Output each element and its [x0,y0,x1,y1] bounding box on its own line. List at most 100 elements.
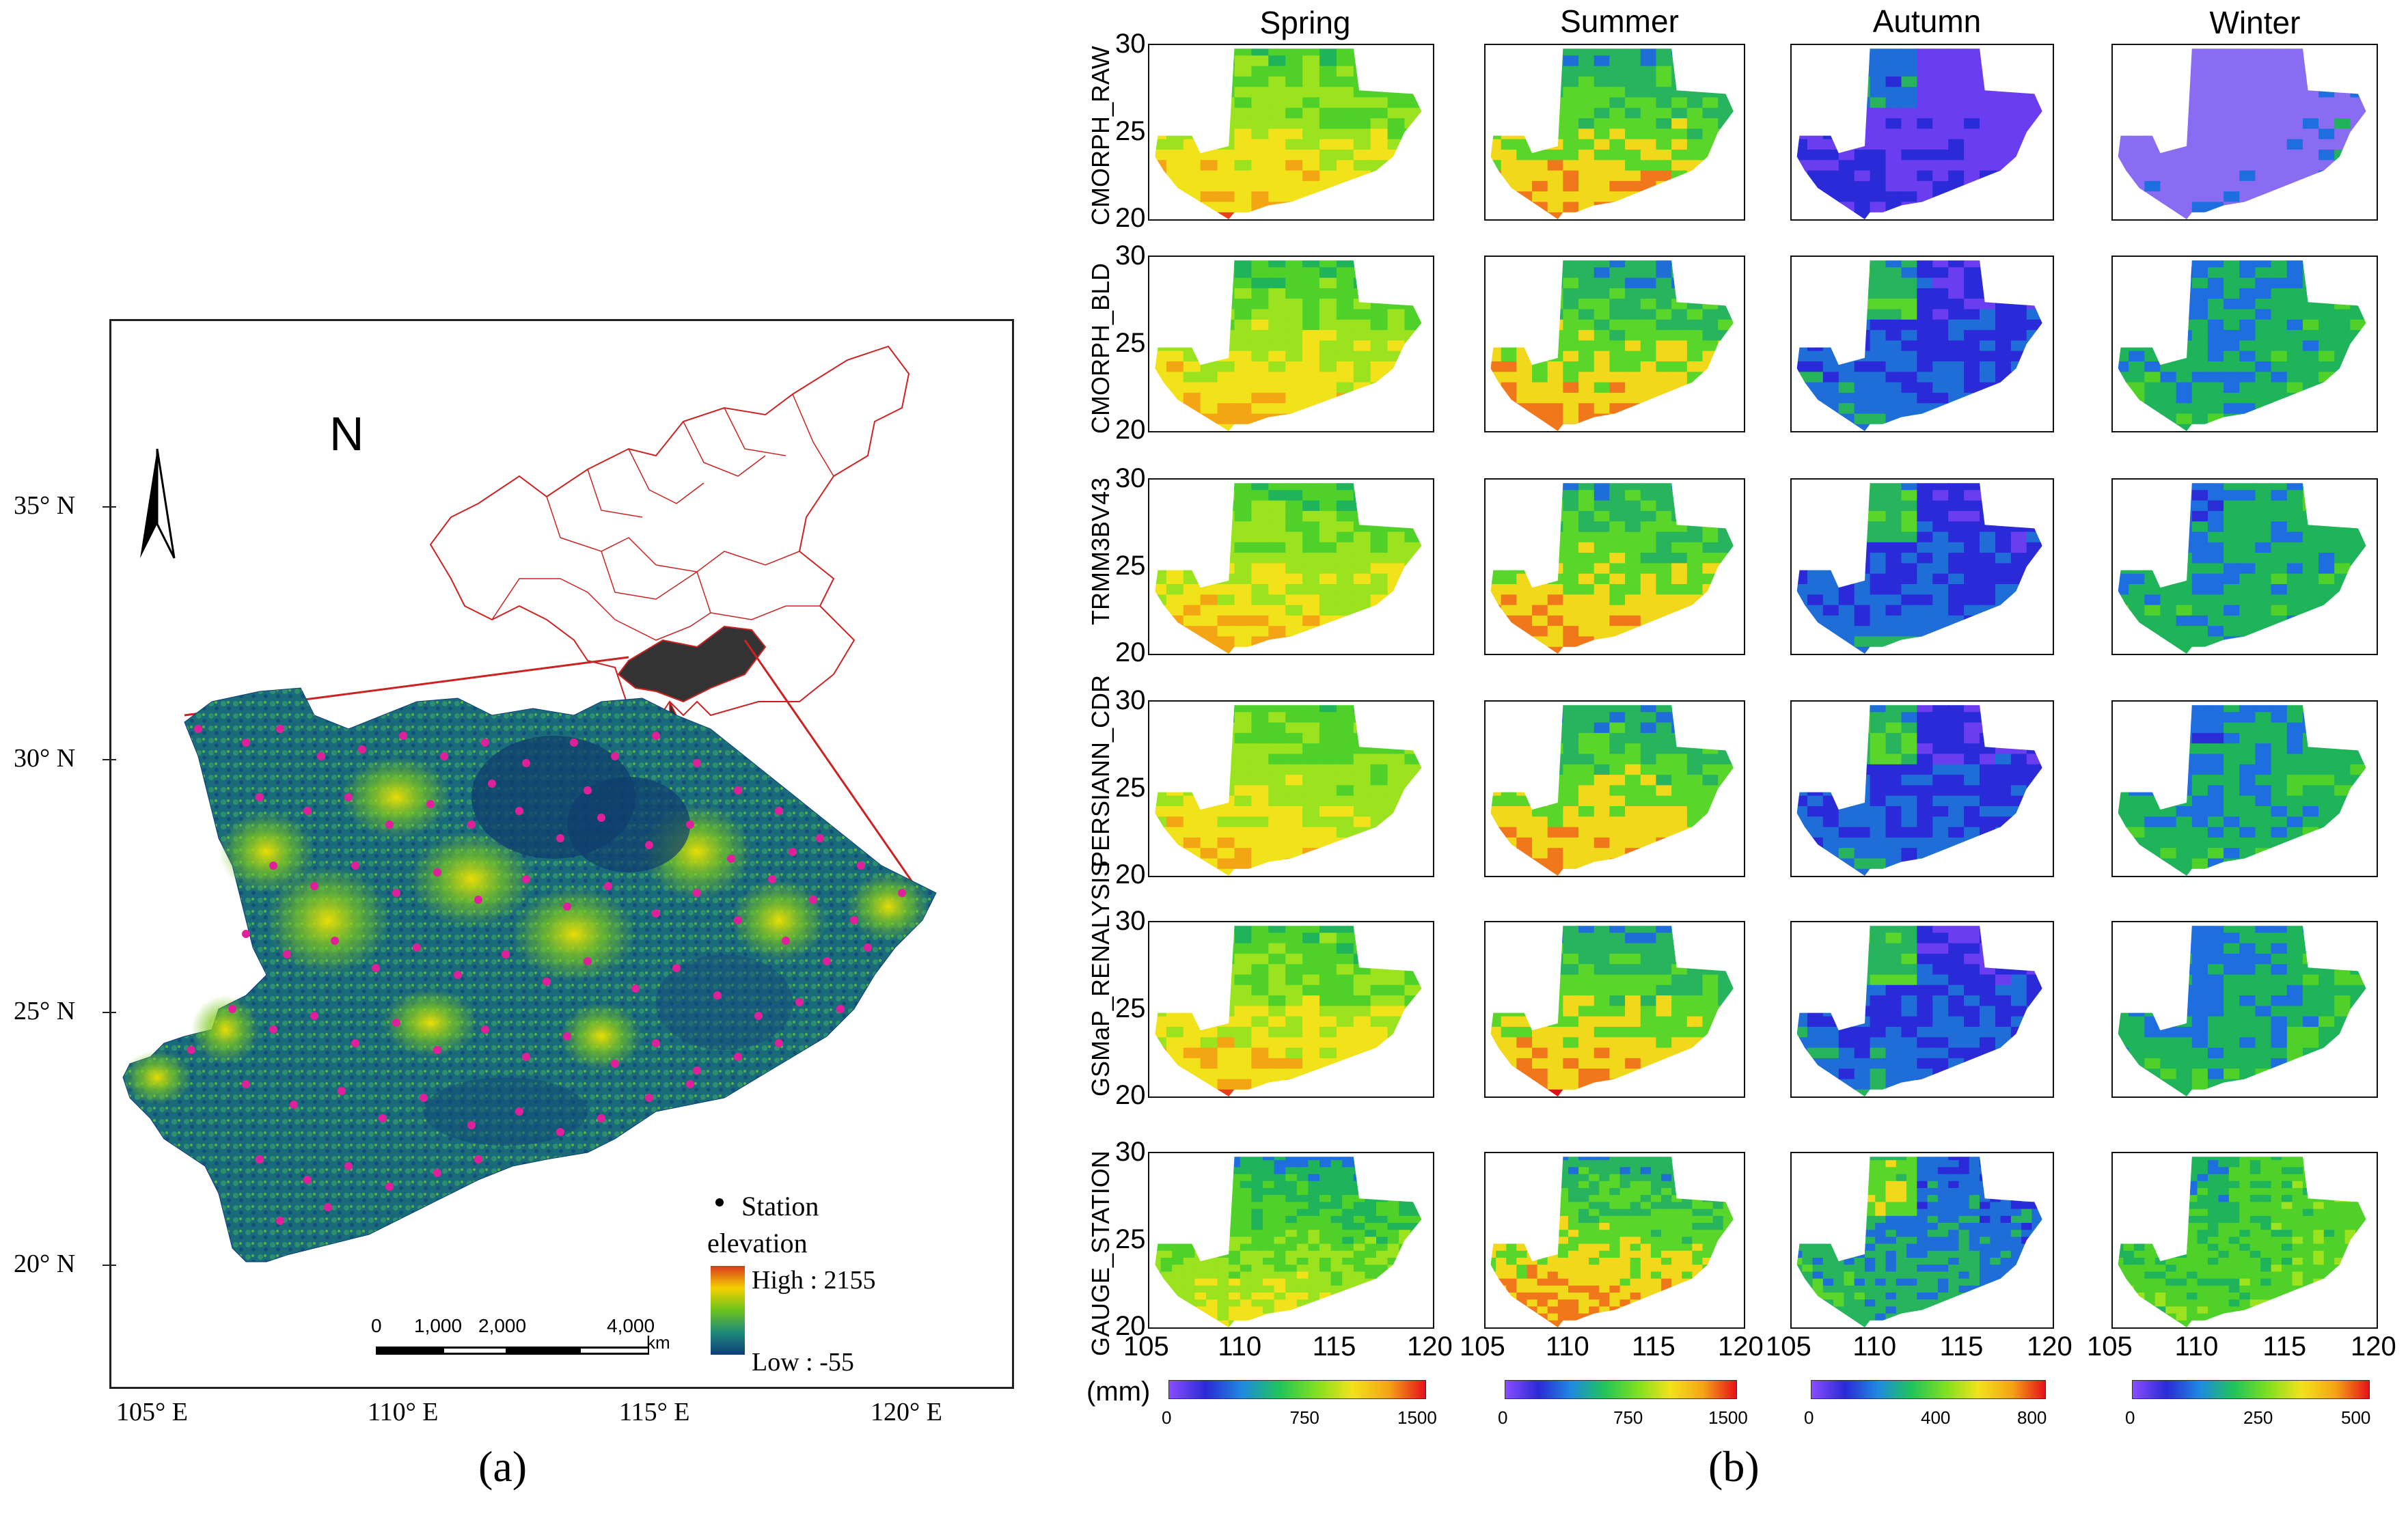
colorbar-tick: 750 [1289,1407,1319,1428]
china-outline [429,345,910,723]
scale-tick-4000: 4,000 [607,1315,655,1336]
scale-tick-1000: 1,000 [414,1315,463,1336]
x-tick-label: 105 [1766,1331,1811,1362]
precip-panel [1484,700,1745,877]
row-label-cmorph-raw: CMORPH_RAW [1086,46,1114,225]
precip-panel [1148,44,1434,221]
precip-panel [1484,256,1745,432]
precip-panel [1148,700,1434,877]
precip-panel [1484,1152,1745,1329]
station-points [187,725,906,1225]
x-tick-label: 110 [1852,1331,1897,1362]
x-tick-label: 110 [1546,1331,1589,1362]
y-tick-label: 20 [1115,637,1146,667]
lat-tick-20: 20° N [14,1250,76,1278]
y-tick-label: 25 [1115,993,1146,1023]
row-label-gsmap: GSMaP_RENALYSIS [1086,860,1114,1096]
x-tick-label: 120 [1718,1331,1764,1362]
colorbar-tick: 750 [1613,1407,1643,1428]
study-region-highlight [617,625,767,703]
precip-panel [1148,256,1434,432]
x-tick-label: 120 [2027,1331,2072,1362]
y-tick-label: 25 [1115,1224,1146,1254]
x-tick-label: 110 [1218,1331,1262,1362]
north-label: N [329,407,364,460]
season-winter: Winter [2209,5,2301,40]
precip-panel [2111,44,2378,221]
precip-panel [1148,921,1434,1098]
lat-tick-25: 25° N [14,997,76,1025]
legend-low: Low : -55 [752,1348,854,1377]
colorbar-tick: 800 [2017,1407,2047,1428]
map-frame [109,319,1014,1389]
precip-panel [1790,1152,2054,1329]
study-area-map [122,345,937,1355]
lon-tick-110: 110° E [368,1398,439,1426]
precip-panel [1484,478,1745,655]
precip-panel [2111,921,2378,1098]
y-tick-label: 25 [1115,772,1146,803]
precip-panel [1484,44,1745,221]
season-spring: Spring [1259,5,1351,40]
y-tick-label: 30 [1115,906,1146,936]
colorbar-tick: 0 [2125,1407,2135,1428]
x-tick-label: 105 [2087,1331,2133,1362]
colorbar-tick: 1500 [1397,1407,1437,1428]
lat-tick-30: 30° N [14,744,76,773]
precip-panel [1790,478,2054,655]
precip-panel [2111,700,2378,877]
colorbar-tick: 400 [1921,1407,1951,1428]
x-tick-label: 105 [1460,1331,1505,1362]
legend-station: Station [741,1191,819,1222]
scale-tick-2000: 2,000 [478,1315,527,1336]
scale-unit: km [646,1332,670,1353]
row-label-gauge: GAUGE_STATION [1086,1150,1114,1356]
precip-panel [2111,1152,2378,1329]
season-autumn: Autumn [1872,3,1982,39]
precip-panel [1790,700,2054,877]
season-summer: Summer [1560,3,1679,39]
colorbar-tick: 0 [1804,1407,1814,1428]
precip-panel [2111,256,2378,432]
y-tick-label: 30 [1115,240,1146,271]
x-tick-label: 115 [1939,1331,1984,1362]
precip-panel [1148,1152,1434,1329]
x-tick-label: 105 [1123,1331,1169,1362]
precip-panel [1484,921,1745,1098]
colorbar-tick: 500 [2341,1407,2371,1428]
x-tick-label: 110 [2174,1331,2219,1362]
precip-panel [1790,256,2054,432]
legend-high: High : 2155 [752,1266,876,1295]
station-legend-dot [715,1198,724,1206]
legend-elevation: elevation [707,1228,808,1258]
unit-label: (mm) [1086,1377,1151,1407]
precip-panel [1790,921,2054,1098]
y-tick-label: 30 [1115,463,1146,493]
y-tick-label: 30 [1115,685,1146,715]
precip-panel [1790,44,2054,221]
colorbar [1811,1380,2046,1399]
colorbar-tick: 1500 [1708,1407,1748,1428]
colorbar-tick: 250 [2243,1407,2273,1428]
y-tick-label: 20 [1115,1080,1146,1110]
x-tick-label: 115 [1312,1331,1356,1362]
scale-tick-0: 0 [371,1315,382,1336]
elevation-color-ramp [711,1266,745,1355]
lat-tick-35: 35° N [14,491,76,520]
y-tick-label: 25 [1115,327,1146,358]
x-tick-label: 115 [1632,1331,1675,1362]
lat-tick-marks [102,506,116,1266]
row-label-cmorph-bld: CMORPH_BLD [1086,262,1114,434]
scale-bar [376,1347,649,1355]
y-tick-label: 25 [1115,115,1146,146]
y-tick-label: 20 [1115,415,1146,445]
x-tick-label: 120 [2351,1331,2396,1362]
lon-tick-105: 105° E [116,1398,188,1426]
colorbar [2132,1380,2370,1399]
y-tick-label: 20 [1115,203,1146,233]
colorbar [1505,1380,1737,1399]
colorbar [1168,1380,1426,1399]
colorbar-tick: 0 [1498,1407,1508,1428]
precip-panel [2111,478,2378,655]
panel-a-label: (a) [478,1442,528,1491]
